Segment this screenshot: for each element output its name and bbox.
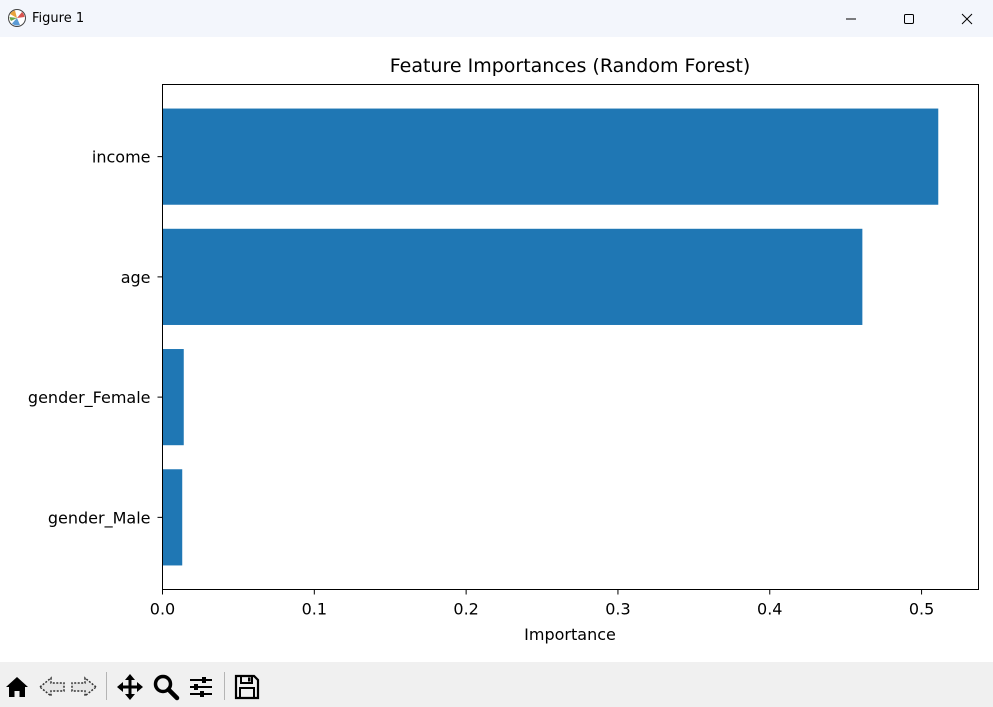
configure-subplots-icon [190,677,212,697]
back-arrow-icon [38,676,65,698]
x-tick-label: 0.5 [909,600,934,619]
y-tick-label: gender_Male [48,508,151,528]
home-icon [6,677,28,697]
back-button[interactable] [37,672,67,702]
x-tick-label: 0.0 [150,600,175,619]
pan-button[interactable] [115,672,145,702]
pan-move-icon [117,674,143,700]
x-tick-label: 0.2 [453,600,478,619]
forward-arrow-icon [71,676,98,698]
bar-income [162,108,939,205]
y-axis: income age gender_Female gender_Male [28,148,163,528]
bar-gender-female [162,349,184,446]
home-button[interactable] [2,672,32,702]
axes-frame [162,84,979,590]
configure-subplots-button[interactable] [186,672,216,702]
matplotlib-icon [7,8,27,28]
save-button[interactable] [232,672,262,702]
x-tick-label: 0.3 [605,600,630,619]
toolbar-separator [224,672,225,700]
y-tick-label: income [92,148,151,167]
y-tick-label: age [121,268,151,287]
zoom-button[interactable] [151,672,181,702]
window-title: Figure 1 [32,11,85,26]
minimize-icon [846,18,856,19]
chart-title: Feature Importances (Random Forest) [390,55,751,77]
save-floppy-icon [234,674,260,700]
x-tick-label: 0.1 [302,600,327,619]
zoom-magnifier-icon [153,674,180,701]
toolbar-separator [106,672,107,700]
maximize-button[interactable] [880,0,938,37]
x-axis: 0.0 0.1 0.2 0.3 0.4 0.5 [150,589,934,619]
maximize-icon [904,13,914,24]
minimize-button[interactable] [822,0,880,37]
close-icon [961,13,973,24]
bar-gender-male [162,469,183,566]
bar-age [162,228,863,325]
navigation-toolbar [0,662,993,707]
bars-group [162,108,939,566]
chart-canvas: Feature Importances (Random Forest) inco… [28,55,979,644]
forward-button[interactable] [69,672,99,702]
y-tick-label: gender_Female [28,388,151,408]
x-axis-label: Importance [524,625,616,644]
window-titlebar: Figure 1 [0,0,993,37]
close-button[interactable] [938,0,993,37]
x-tick-label: 0.4 [757,600,782,619]
